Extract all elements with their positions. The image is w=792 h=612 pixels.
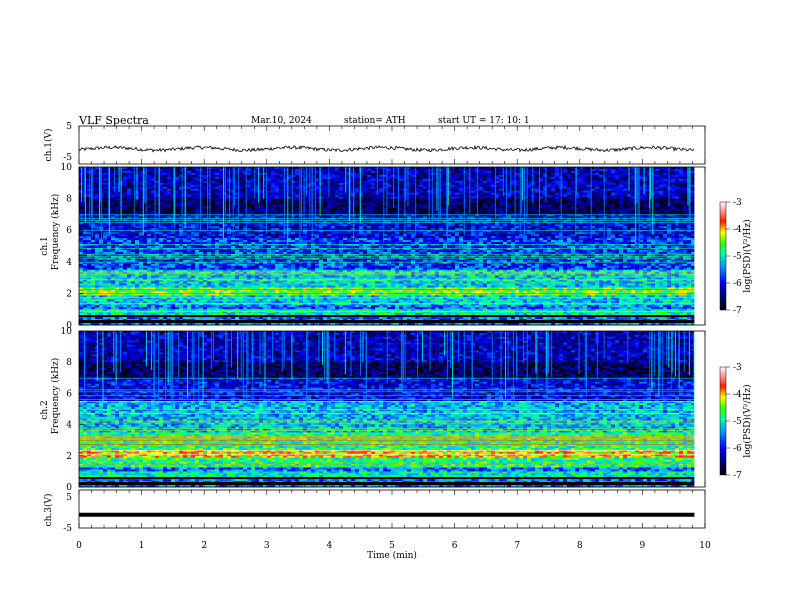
- x-tick-label: 4: [327, 541, 333, 551]
- y-tick-label: 0: [66, 483, 72, 493]
- colorbar-tick-label: -3: [733, 198, 742, 208]
- x-tick-label: 2: [201, 541, 207, 551]
- start-time-label: start UT = 17: 10: 1: [438, 116, 530, 126]
- ch2-spec-ylabel-channel: ch.2: [40, 400, 50, 419]
- ch2-colorbar: [720, 367, 726, 475]
- colorbar-tick-label: -3: [733, 363, 742, 373]
- ch3-waveform-frame: [79, 490, 705, 528]
- ch3-ytick-top: 5: [66, 493, 72, 503]
- x-tick-label: 9: [640, 541, 646, 551]
- colorbar-tick-label: -7: [733, 306, 742, 316]
- figure-title: VLF Spectra: [78, 114, 149, 127]
- ch1-ytick-top: 5: [66, 122, 72, 132]
- station-label: station= ATH: [344, 116, 406, 126]
- y-tick-label: 10: [61, 163, 73, 173]
- ch1-spectrogram-image: [79, 167, 705, 325]
- ch3-ytick-bottom: -5: [63, 524, 72, 534]
- ch1-waveform-line: [79, 146, 694, 152]
- x-tick-label: 7: [514, 541, 520, 551]
- ch1-waveform-panel: 5 -5 ch.1(V): [43, 122, 705, 164]
- ch1-ylabel: ch.1(V): [43, 129, 54, 162]
- ch1-ytick-bottom: -5: [63, 153, 72, 163]
- y-tick-label: 8: [66, 358, 72, 368]
- colorbar-tick-label: -4: [733, 390, 742, 400]
- colorbar-tick-label: -4: [733, 225, 742, 235]
- ch3-ylabel: ch.3(V): [43, 494, 54, 527]
- x-tick-label: 1: [139, 541, 145, 551]
- y-tick-label: 2: [66, 289, 72, 299]
- ch1-waveform-frame: [79, 126, 705, 164]
- colorbar-tick-label: -7: [733, 471, 742, 481]
- colorbar-tick-label: -6: [733, 444, 742, 454]
- x-tick-label: 3: [264, 541, 270, 551]
- y-tick-label: 6: [66, 226, 72, 236]
- y-tick-label: 4: [66, 258, 72, 268]
- y-tick-label: 2: [66, 452, 72, 462]
- ch1-spec-ylabel-channel: ch.1: [40, 236, 50, 255]
- x-tick-label: 0: [76, 541, 82, 551]
- x-tick-label: 6: [452, 541, 458, 551]
- colorbar-tick-label: -6: [733, 279, 742, 289]
- x-axis-tick-labels: 0 1 2 3 4 5 6 7 8 9 10: [76, 541, 711, 551]
- x-tick-label: 5: [389, 541, 395, 551]
- colorbar-tick-label: -5: [733, 252, 742, 262]
- y-tick-label: 6: [66, 389, 72, 399]
- ch2-spec-ylabel: Frequency (kHz): [50, 358, 61, 435]
- ch2-spectrogram-image: [79, 331, 705, 487]
- x-axis-label: Time (min): [367, 550, 417, 561]
- x-tick-label: 10: [699, 541, 711, 551]
- ch1-spec-ylabel: Frequency (kHz): [50, 194, 61, 271]
- ch1-colorbar-label: log(PSD)(V²/Hz): [742, 219, 753, 292]
- ch1-colorbar: [720, 202, 726, 310]
- x-tick-label: 8: [577, 541, 583, 551]
- ch2-colorbar-label: log(PSD)(V²/Hz): [742, 384, 753, 457]
- y-tick-label: 4: [66, 421, 72, 431]
- y-tick-label: 10: [61, 327, 73, 337]
- date-label: Mar.10, 2024: [251, 116, 312, 126]
- ch3-waveform-panel: 5 -5 ch.3(V): [43, 490, 705, 534]
- colorbar-tick-label: -5: [733, 417, 742, 427]
- y-tick-label: 8: [66, 195, 72, 205]
